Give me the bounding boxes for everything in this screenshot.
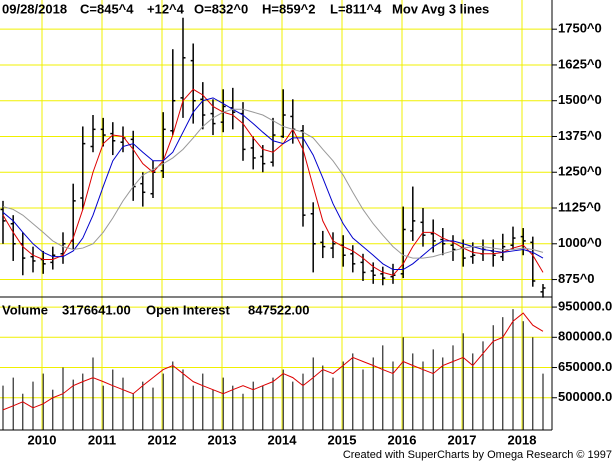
- y-tick-label: 1625^0: [558, 56, 602, 71]
- oi-value: 847522.00: [248, 302, 309, 317]
- y-tick-label: 950000.0: [558, 299, 612, 314]
- y-tick-label: 1000^0: [558, 235, 602, 250]
- x-tick-label: 2018: [508, 432, 537, 447]
- y-tick-label: 1500^0: [558, 92, 602, 107]
- y-tick-label: 1250^0: [558, 164, 602, 179]
- header-date: 09/28/2018: [2, 1, 67, 16]
- x-tick-label: 2012: [148, 432, 177, 447]
- x-tick-label: 2010: [28, 432, 57, 447]
- x-tick-label: 2013: [208, 432, 237, 447]
- y-tick-label: 800000.0: [558, 329, 612, 344]
- plot: [0, 0, 552, 430]
- x-tick-label: 2015: [328, 432, 357, 447]
- header-low: L=811^4: [330, 1, 382, 16]
- header-close: C=845^4: [80, 1, 134, 16]
- oi-label: Open Interest: [146, 302, 230, 317]
- x-tick-label: 2011: [88, 432, 116, 447]
- x-tick-label: 2017: [448, 432, 477, 447]
- y-tick-label: 1750^0: [558, 21, 602, 36]
- line: [2, 88, 544, 276]
- x-tick-label: 2016: [388, 432, 417, 447]
- header-study: Mov Avg 3 lines: [392, 1, 489, 16]
- footer: Created with SuperCharts by Omega Resear…: [343, 449, 612, 461]
- header-change: +12^4: [147, 1, 185, 16]
- volume-label: Volume: [2, 302, 48, 317]
- y-tick-label: 1125^0: [558, 199, 601, 214]
- y-tick-label: 1375^0: [558, 128, 602, 143]
- y-tick-label: 650000.0: [558, 359, 612, 374]
- line: [2, 108, 544, 259]
- y-tick-label: 875^0: [558, 271, 595, 286]
- line: [2, 312, 544, 411]
- volume-value: 3176641.00: [62, 302, 131, 317]
- line: [2, 97, 544, 271]
- header-high: H=859^2: [262, 1, 316, 16]
- x-tick-label: 2014: [268, 432, 298, 447]
- y-tick-label: 500000.0: [558, 389, 612, 404]
- header-open: O=832^0: [194, 1, 248, 16]
